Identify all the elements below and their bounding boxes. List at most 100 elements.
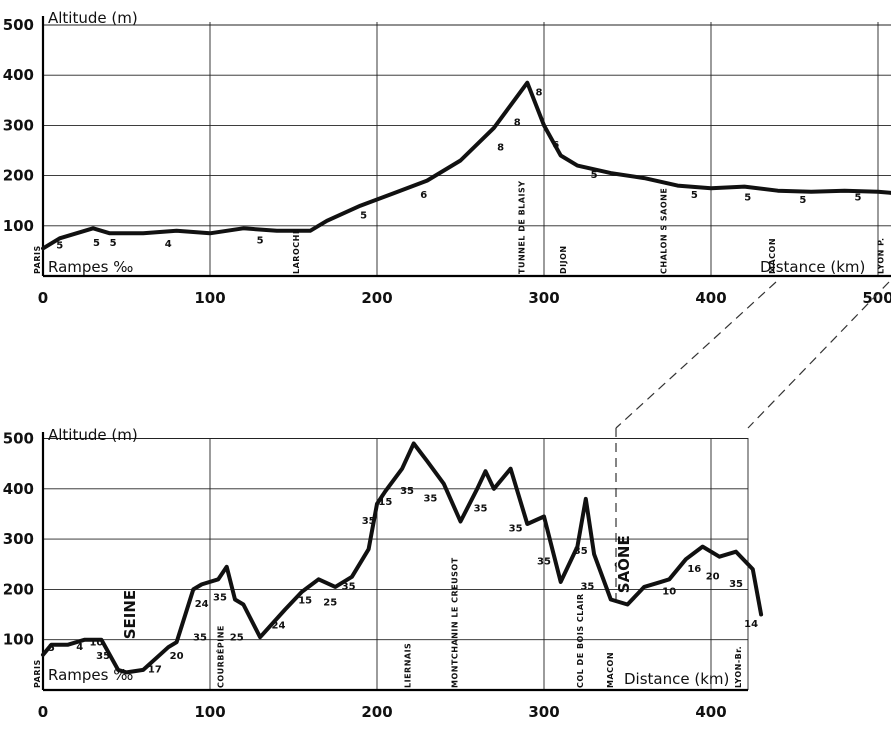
bottom-xlabel: Distance (km)	[624, 670, 729, 688]
top-ramp-label: 5	[799, 195, 806, 206]
top-place-labels: PARIS LAROCHE TUNNEL DE BLAISY DIJON CHALON …	[33, 181, 885, 275]
top-ramp-label: 5	[744, 193, 751, 204]
bot-ramp-label: 35	[574, 546, 588, 557]
zoom-line-right	[747, 281, 890, 429]
bottom-ramps-label: Rampes ‰	[48, 666, 133, 684]
top-elevation-chart: Altitude (m) Rampes ‰ Distance (km) 100 2…	[3, 9, 891, 307]
bottom-ylabel: Altitude (m)	[48, 426, 138, 444]
top-elevation-line	[41, 80, 891, 251]
bot-ramp-label: 14	[744, 619, 758, 630]
top-grid	[43, 22, 891, 276]
bot-place-label: LYON-Br.	[734, 646, 743, 688]
top-place-label: PARIS	[33, 245, 42, 274]
top-ramp-label: 5	[591, 170, 598, 181]
top-ytick-400: 400	[3, 66, 34, 84]
bot-ramp-label: 10	[89, 638, 103, 649]
top-place-label: DIJON	[559, 245, 568, 274]
bot-ytick-300: 300	[3, 530, 34, 548]
river-label: SEINE	[121, 590, 139, 639]
bot-xtick-100: 100	[194, 703, 225, 721]
bottom-river-labels: SEINE SAÔNE	[121, 535, 633, 639]
top-ramp-label: 8	[536, 87, 543, 98]
top-xlabel: Distance (km)	[760, 258, 865, 276]
bot-ramp-label: 24	[195, 599, 209, 610]
bot-ramp-label: 25	[323, 597, 337, 608]
bot-place-label: MONTCHANIN LE CREUSOT	[451, 557, 460, 688]
bot-ramp-label: 5	[48, 643, 55, 654]
bot-ytick-500: 500	[3, 430, 34, 448]
bot-ramp-label: 15	[298, 595, 312, 606]
bot-xtick-400: 400	[695, 703, 726, 721]
top-ramp-label: 6	[420, 190, 427, 201]
bot-ramp-label: 35	[96, 651, 110, 662]
bot-ytick-200: 200	[3, 580, 34, 598]
top-ytick-500: 500	[3, 16, 34, 34]
bot-ramp-label: 35	[423, 493, 437, 504]
bottom-axes	[41, 432, 748, 692]
bot-xtick-300: 300	[528, 703, 559, 721]
top-xtick-200: 200	[361, 289, 392, 307]
bot-ramp-label: 35	[193, 633, 207, 644]
bot-place-label: MACON	[606, 652, 615, 688]
bottom-elevation-chart: Altitude (m) Rampes ‰ Distance (km) 1002…	[3, 426, 764, 722]
top-ramp-label: 5	[257, 235, 264, 246]
bot-place-label: COL DE BOIS CLAIR	[576, 593, 585, 688]
bot-ramp-label: 10	[662, 586, 676, 597]
bot-ramp-label: 35	[474, 503, 488, 514]
top-ramp-label: 5	[56, 240, 63, 251]
zoom-connector-lines	[615, 281, 890, 600]
river-label: SAÔNE	[614, 535, 633, 593]
top-ramp-label: 5	[93, 238, 100, 249]
top-ramp-label: 8	[497, 143, 504, 154]
top-ramp-label: 4	[165, 239, 172, 250]
bot-place-label: PARIS	[33, 659, 42, 688]
bot-ramp-label: 35	[362, 516, 376, 527]
bot-ramp-label: 20	[170, 651, 184, 662]
top-ramp-label: 5	[854, 193, 861, 204]
top-xtick-300: 300	[528, 289, 559, 307]
bottom-tick-labels: 100 200 300 400 500 0 100 200 300 400	[3, 430, 727, 722]
top-ytick-200: 200	[3, 167, 34, 185]
bot-ramp-label: 35	[729, 579, 743, 590]
top-ytick-100: 100	[3, 217, 34, 235]
bot-ytick-400: 400	[3, 480, 34, 498]
top-ytick-300: 300	[3, 116, 34, 134]
top-place-label: CHALON S SAONE	[659, 188, 668, 274]
top-ylabel: Altitude (m)	[48, 9, 138, 27]
top-place-label: MACON	[768, 238, 777, 274]
bot-ramp-label: 35	[509, 524, 523, 535]
bot-ytick-100: 100	[3, 631, 34, 649]
top-ramp-label: 5	[110, 238, 117, 249]
bot-ramp-label: 35	[537, 556, 551, 567]
bot-ramp-label: 17	[148, 664, 162, 675]
top-xtick-0: 0	[38, 289, 48, 307]
top-place-label: LYON P.	[876, 237, 885, 274]
top-ramp-label: 5	[691, 190, 698, 201]
bot-ramp-label: 16	[687, 564, 701, 575]
bot-place-label: COURBÉPINE	[215, 625, 226, 688]
top-xtick-100: 100	[194, 289, 225, 307]
top-ramps-label: Rampes ‰	[48, 258, 133, 276]
top-xtick-400: 400	[695, 289, 726, 307]
top-xtick-500: 500	[862, 289, 891, 307]
zoom-line-left	[615, 281, 777, 429]
bot-ramp-label: 24	[272, 621, 286, 632]
top-tick-labels: 100 200 300 400 500 0 100 200 300 400 500	[3, 16, 891, 307]
bot-ramp-label: 20	[706, 571, 720, 582]
bot-ramp-label: 35	[342, 581, 356, 592]
top-axes	[41, 16, 891, 278]
bot-ramp-label: 35	[400, 486, 414, 497]
top-ramp-label: 8	[514, 117, 521, 128]
bot-ramp-label: 25	[230, 633, 244, 644]
top-ramp-label: 6	[552, 140, 559, 151]
bot-xtick-0: 0	[38, 703, 48, 721]
bot-ramp-label: 15	[378, 497, 392, 508]
bot-place-label: LIERNAIS	[404, 643, 413, 688]
bot-ramp-label: 35	[580, 581, 594, 592]
bot-xtick-200: 200	[361, 703, 392, 721]
bottom-elevation-line	[41, 441, 764, 675]
top-place-label: TUNNEL DE BLAISY	[517, 181, 526, 275]
